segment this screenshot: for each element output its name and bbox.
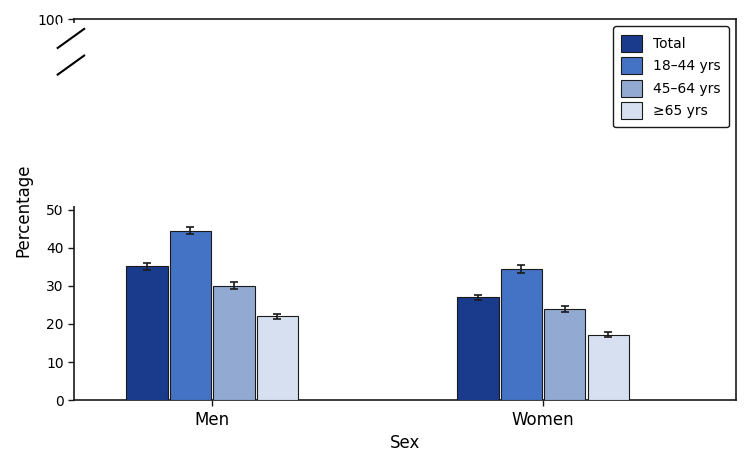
Bar	[126, 266, 168, 400]
Bar	[256, 316, 298, 400]
Bar	[213, 286, 254, 400]
Bar	[170, 231, 211, 400]
Y-axis label: Percentage: Percentage	[14, 163, 32, 256]
Bar	[501, 269, 542, 400]
Bar	[587, 335, 629, 400]
Bar	[58, 23, 84, 206]
Legend: Total, 18–44 yrs, 45–64 yrs, ≥65 yrs: Total, 18–44 yrs, 45–64 yrs, ≥65 yrs	[613, 27, 729, 127]
Bar	[544, 309, 586, 400]
X-axis label: Sex: Sex	[390, 434, 420, 452]
Bar	[458, 297, 499, 400]
